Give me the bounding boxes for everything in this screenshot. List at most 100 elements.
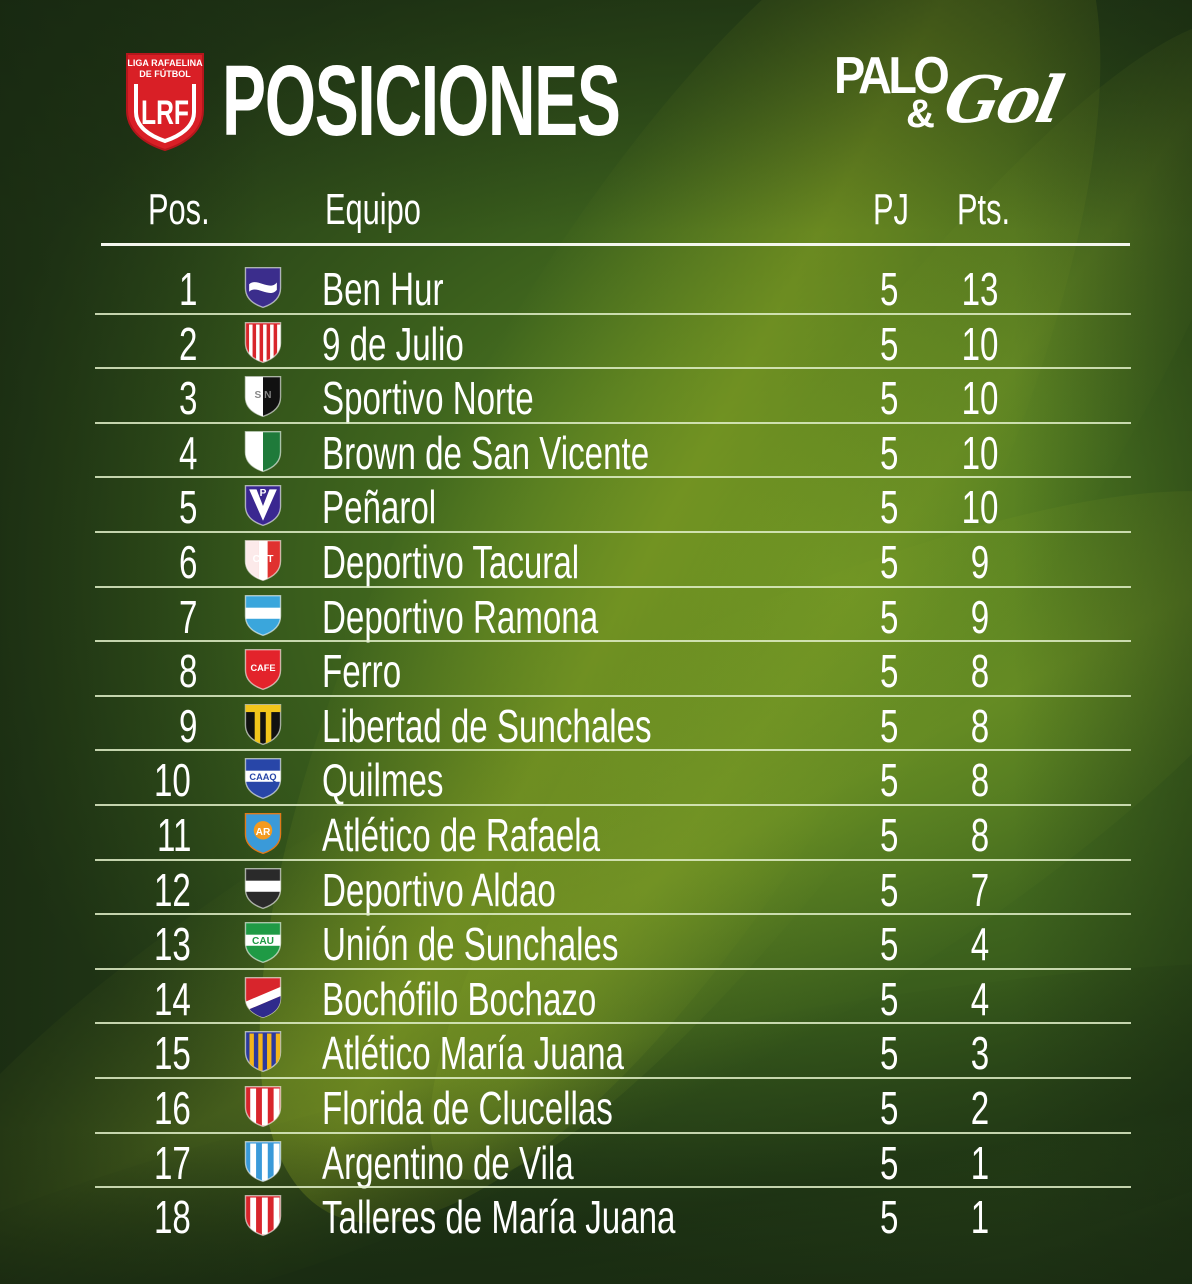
points: 10 (961, 426, 999, 479)
position: 5 (179, 481, 198, 534)
page-title: POSICIONES (222, 45, 621, 157)
games-played: 5 (880, 863, 899, 916)
row-divider (95, 858, 1131, 861)
points: 9 (970, 535, 990, 588)
games-played: 5 (880, 263, 899, 315)
team-name: Libertad de Sunchales (322, 699, 652, 752)
team-name: Talleres de María Juana (322, 1191, 676, 1244)
points: 4 (970, 972, 990, 1025)
position: 9 (179, 699, 198, 752)
position: 8 (179, 645, 198, 698)
brown-crest-icon (244, 430, 282, 472)
aldao-crest (236, 865, 290, 913)
row-divider (95, 312, 1131, 315)
ben-hur-crest (236, 264, 290, 312)
team-name: Unión de Sunchales (322, 918, 619, 971)
points: 8 (970, 699, 990, 752)
table-row-13: 13 CAU Unión de Sunchales 5 4 (0, 915, 1192, 970)
points: 8 (970, 808, 990, 861)
table-row-8: 8 CAFE Ferro 5 8 (0, 642, 1192, 697)
table-row-9: 9 Libertad de Sunchales 5 8 (0, 697, 1192, 752)
team-name: Quilmes (322, 754, 444, 807)
florida-crest (236, 1083, 290, 1131)
libertad-crest (236, 701, 290, 749)
team-name: Atlético de Rafaela (322, 808, 601, 861)
table-row-11: 11 AR Atlético de Rafaela 5 8 (0, 806, 1192, 861)
position: 1 (179, 263, 198, 315)
team-name: Ben Hur (322, 263, 444, 315)
position: 11 (157, 808, 192, 861)
team-name: Ferro (322, 645, 402, 698)
points: 4 (970, 918, 990, 971)
points: 8 (970, 754, 990, 807)
games-played: 5 (880, 645, 899, 698)
brand-logo: PALO & Gol (834, 48, 1074, 148)
games-played: 5 (880, 481, 899, 534)
team-name: Bochófilo Bochazo (322, 972, 597, 1025)
penarol-crest: P (236, 482, 290, 530)
table-row-14: 14 Bochófilo Bochazo 5 4 (0, 970, 1192, 1025)
brown-crest (236, 428, 290, 476)
row-divider (95, 967, 1131, 970)
games-played: 5 (880, 1136, 899, 1189)
row-divider (95, 694, 1131, 697)
table-row-4: 4 Brown de San Vicente 5 10 (0, 424, 1192, 479)
position: 4 (179, 426, 198, 479)
tacural-crest-icon: CDT (244, 539, 282, 582)
position: 6 (179, 535, 198, 588)
row-divider (95, 585, 1131, 588)
games-played: 5 (880, 535, 899, 588)
svg-text:AR: AR (256, 827, 271, 838)
column-header-pos: Pos. (148, 185, 210, 234)
points: 10 (961, 317, 999, 370)
row-divider (95, 421, 1131, 424)
league-logo: LIGA RAFAELINA DE FÚTBOL LRF (124, 52, 206, 152)
position: 2 (179, 317, 198, 370)
games-played: 5 (880, 918, 899, 971)
florida-crest-icon (244, 1085, 282, 1128)
row-divider (95, 913, 1131, 916)
points: 10 (961, 481, 999, 534)
standings-table: 1 Ben Hur 5 13 2 9 de Julio 5 10 3 S N S… (0, 260, 1192, 1243)
svg-text:CDT: CDT (253, 554, 275, 565)
maria-juana-crest-icon (244, 1031, 282, 1073)
row-divider (95, 367, 1131, 370)
position: 3 (179, 372, 198, 425)
ramona-crest (236, 592, 290, 640)
quilmes-crest: CAAQ (236, 755, 290, 803)
table-row-15: 15 Atlético María Juana 5 3 (0, 1024, 1192, 1079)
team-name: Sportivo Norte (322, 372, 534, 425)
team-name: Atlético María Juana (322, 1027, 624, 1080)
position: 17 (153, 1136, 191, 1189)
ferro-crest-icon: CAFE (244, 649, 282, 691)
games-played: 5 (880, 590, 899, 643)
sportivo-norte-crest: S N (236, 373, 290, 421)
rafaela-crest-icon: AR (244, 812, 282, 855)
svg-text:DE FÚTBOL: DE FÚTBOL (139, 68, 191, 79)
table-row-2: 2 9 de Julio 5 10 (0, 315, 1192, 370)
games-played: 5 (880, 808, 899, 861)
svg-text:CAFE: CAFE (250, 663, 275, 673)
games-played: 5 (880, 699, 899, 752)
games-played: 5 (880, 754, 899, 807)
tacural-crest: CDT (236, 537, 290, 585)
table-row-5: 5 P Peñarol 5 10 (0, 478, 1192, 533)
row-divider (95, 1022, 1131, 1025)
table-row-10: 10 CAAQ Quilmes 5 8 (0, 751, 1192, 806)
row-divider (95, 1186, 1131, 1189)
svg-text:CAAQ: CAAQ (249, 772, 276, 782)
9-de-julio-crest-icon (244, 321, 282, 363)
points: 1 (970, 1136, 990, 1189)
games-played: 5 (880, 426, 899, 479)
position: 12 (153, 863, 191, 916)
games-played: 5 (880, 1081, 899, 1134)
sportivo-norte-crest-icon: S N (244, 376, 282, 418)
table-row-7: 7 Deportivo Ramona 5 9 (0, 588, 1192, 643)
points: 7 (970, 863, 990, 916)
svg-text:LIGA RAFAELINA: LIGA RAFAELINA (127, 58, 203, 68)
aldao-crest-icon (244, 867, 282, 909)
games-played: 5 (880, 972, 899, 1025)
talleres-crest-icon (244, 1195, 282, 1237)
row-divider (95, 803, 1131, 806)
svg-text:CAU: CAU (252, 936, 274, 947)
